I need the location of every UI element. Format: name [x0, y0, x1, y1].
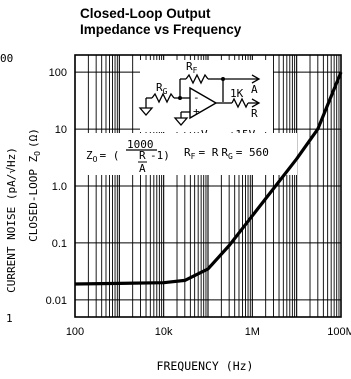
- resistor-rf-icon: [185, 73, 209, 85]
- schematic-background: [140, 60, 273, 132]
- schematic-rf-label: RF: [186, 60, 198, 75]
- plot-frame: [74, 54, 342, 318]
- arrow-a-icon: [251, 74, 261, 84]
- series-layer: [74, 71, 343, 286]
- schematic-a-label: A: [251, 83, 258, 96]
- y-tick-label: 0.01: [46, 295, 67, 307]
- schematic-inset: RG RF 1K A R - +: [138, 60, 273, 132]
- formula-rf-rg: RF = R RG = 560: [184, 146, 269, 161]
- y-tick-label: 0.1: [52, 238, 67, 250]
- schematic-r-label: R: [251, 107, 258, 120]
- tick-labels: 100 10k 1M 100M 100 10 1.0 0.1 0.01: [46, 67, 351, 338]
- y-axis-label-main: CLOSED-LOOP Z: [27, 155, 40, 241]
- formula-annotation-bg: [85, 133, 297, 175]
- formula-r: R: [139, 149, 146, 162]
- resistor-rg-icon: [151, 92, 175, 104]
- schematic-rg-label: RG: [156, 81, 168, 96]
- opamp-icon: [189, 86, 218, 120]
- formula-annotation: ZO = ( 1000 R A -1) RF = R RG = 560: [86, 138, 269, 175]
- opamp-minus-label: -: [193, 91, 200, 104]
- x-axis-label: FREQUENCY (Hz): [157, 359, 254, 373]
- chart-title: Closed-Loop Output Impedance vs Frequenc…: [80, 6, 350, 38]
- ground-icon: [138, 107, 154, 116]
- y-tick-label: 10: [55, 124, 67, 136]
- schematic-1k-label: 1K: [230, 87, 244, 100]
- neighbor-tick-bottom: 1: [6, 312, 13, 325]
- x-tick-label: 1M: [245, 326, 260, 338]
- y-axis-label-sub: O: [33, 151, 42, 156]
- y-tick-label: 1.0: [52, 181, 67, 193]
- y-axis-label-unit: (Ω): [27, 128, 40, 148]
- arrow-r-icon: [251, 98, 261, 108]
- formula-a: A: [139, 162, 146, 175]
- y-tick-label: 100: [49, 67, 67, 79]
- x-tick-label: 100: [66, 326, 84, 338]
- opamp-plus-label: +: [193, 105, 200, 118]
- y-axis-label: CLOSED-LOOP ZO (Ω): [27, 128, 42, 242]
- ground-icon: [173, 117, 189, 126]
- chart-title-line-2: Impedance vs Frequency: [80, 22, 242, 37]
- chart-title-line-1: Closed-Loop Output: [80, 6, 211, 21]
- formula-z: ZO = (: [86, 149, 119, 164]
- impedance-series-line: [74, 71, 343, 286]
- x-tick-label: 100M: [327, 326, 351, 338]
- grid: [74, 55, 341, 317]
- neighbor-tick-top: 00: [0, 52, 13, 65]
- resistor-1k-icon: [231, 97, 249, 109]
- formula-numerator: 1000: [127, 138, 154, 151]
- formula-tail: -1): [150, 149, 170, 162]
- svg-text:CLOSED-LOOP ZO(Ω): CLOSED-LOOP ZO (Ω): [27, 128, 42, 242]
- neighbor-y-axis-label: CURRENT NOISE (pA/√Hz): [5, 147, 18, 293]
- x-tick-label: 10k: [155, 326, 173, 338]
